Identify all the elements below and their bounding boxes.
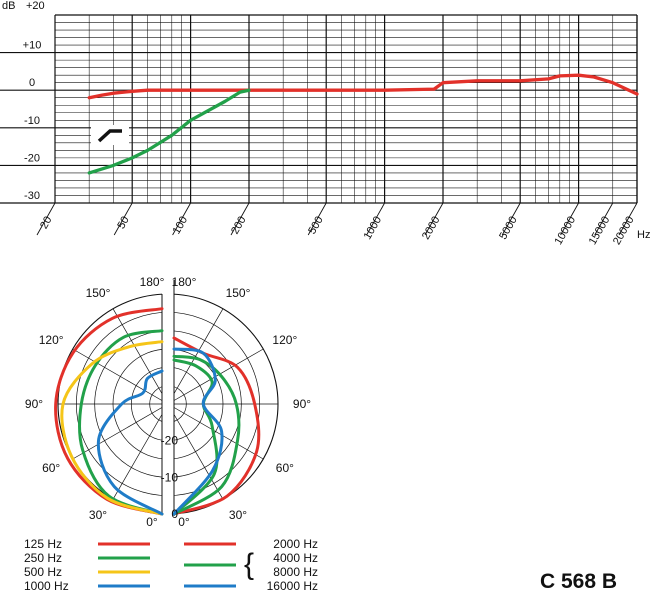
polar-series-line [60, 340, 164, 516]
fr-x-tick-mark [36, 202, 56, 236]
legend-label: 16000 Hz [267, 579, 318, 593]
fr-y-tick-label: +10 [23, 40, 42, 52]
fr-y-axis-label: dB [2, 0, 15, 12]
polar-angle-label: 60° [276, 461, 294, 475]
legend-label: 125 Hz [24, 537, 62, 551]
fr-y-tick-label: +20 [26, 0, 45, 12]
polar-series [54, 307, 261, 516]
fr-y-tick-labels: +20 +10 0 -10 -20 -30 [23, 0, 45, 202]
fr-x-tick-mark [424, 202, 444, 236]
polar-series-line [54, 307, 164, 516]
legend-bracket: { [244, 548, 254, 581]
fr-y-tick-label: -20 [24, 152, 40, 164]
frequency-response-chart: dB +20 +10 0 -10 -20 -30 20 50 100 200 500 1000 200… [0, 0, 650, 247]
fr-x-tick-label: 20 [38, 215, 55, 232]
polar-series-line [96, 369, 164, 516]
legend-label: 8000 Hz [273, 565, 318, 579]
polar-angle-label: 60° [42, 461, 60, 475]
legend-label: 4000 Hz [273, 551, 318, 565]
polar-angle-label: 30° [89, 508, 107, 522]
low-cut-filter-icon [91, 125, 129, 145]
polar-series-line [77, 329, 164, 516]
polar-spoke [112, 403, 169, 500]
polar-angle-label: 0° [146, 515, 158, 529]
fr-y-tick-label: -30 [24, 190, 40, 202]
fr-grid [0, 14, 638, 204]
polar-angle-label: 180° [172, 275, 197, 289]
polar-radial-labels: -20 -10 0 [161, 434, 179, 521]
polar-spoke [167, 403, 264, 460]
fr-series [87, 73, 639, 175]
model-name: C 568 B [540, 570, 617, 593]
polar-angle-label: 0° [178, 515, 190, 529]
fr-x-tick-mark [113, 202, 133, 236]
fr-x-tick-label: 100 [171, 215, 191, 237]
polar-angle-label: 90° [25, 397, 43, 411]
fr-x-tick-label: 50 [115, 215, 132, 232]
fr-x-tick-mark [501, 202, 521, 236]
polar-angle-label: 150° [226, 286, 251, 300]
polar-spoke [72, 348, 169, 405]
legend-label: 250 Hz [24, 551, 62, 565]
fr-x-tick-mark [560, 202, 579, 236]
polar-diagram: 180° 150° 120° 90° 60° 30° 0° 180° 150° 120° 90° 60… [25, 275, 311, 529]
polar-angle-label: 150° [86, 286, 111, 300]
polar-series-line [172, 347, 224, 516]
fr-x-tick-label: 2000 [420, 215, 443, 242]
fr-x-tick-label: 5000 [497, 215, 520, 242]
polar-angle-label: 180° [140, 275, 165, 289]
fr-series-line [87, 88, 251, 175]
fr-x-tick-mark [307, 202, 327, 236]
legend-label: 1000 Hz [24, 579, 69, 593]
polar-radial-label: -20 [161, 434, 179, 448]
polar-angle-label: 120° [39, 333, 64, 347]
polar-angle-label: 30° [229, 508, 247, 522]
polar-spoke [167, 403, 224, 500]
polar-spoke [167, 308, 224, 405]
fr-x-tick-label: 10000 [553, 215, 579, 247]
fr-y-tick-label: 0 [29, 77, 35, 89]
legend-label: 2000 Hz [273, 537, 318, 551]
polar-radial-label: -10 [161, 470, 179, 484]
polar-spoke [112, 308, 169, 405]
fr-x-tick-label: 1000 [362, 215, 385, 242]
fr-x-tick-label: 500 [306, 215, 326, 237]
polar-series-line [172, 354, 241, 516]
fr-x-tick-mark [172, 202, 191, 236]
fr-y-tick-label: -10 [24, 115, 40, 127]
polar-angle-label: 120° [272, 333, 297, 347]
fr-x-tick-label: 15000 [587, 215, 613, 247]
legend-label: 500 Hz [24, 565, 62, 579]
polar-radial-label: 0 [171, 507, 178, 521]
polar-spoke [72, 403, 169, 460]
fr-series-line [87, 73, 639, 100]
fr-x-tick-label: 20000 [611, 215, 637, 247]
fr-x-axis-label: Hz [637, 229, 650, 241]
fr-x-tick-mark [230, 202, 250, 236]
polar-grid [57, 280, 279, 526]
polar-angle-labels: 180° 150° 120° 90° 60° 30° 0° 180° 150° 120° 90° 60… [25, 275, 311, 529]
fr-x-tick-mark [618, 202, 638, 236]
fr-x-tick-mark [594, 202, 614, 236]
fr-x-tick-label: 200 [229, 215, 249, 237]
polar-center-gap [162, 282, 174, 526]
polar-angle-label: 90° [293, 397, 311, 411]
fr-x-tick-mark [366, 202, 385, 236]
